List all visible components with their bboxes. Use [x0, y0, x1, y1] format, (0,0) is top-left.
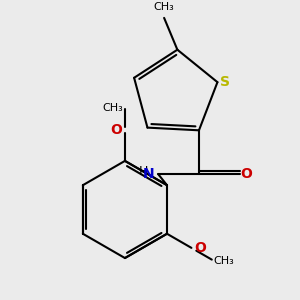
Text: CH₃: CH₃ [154, 2, 175, 12]
Text: O: O [110, 123, 122, 137]
Text: H: H [139, 165, 148, 178]
Text: CH₃: CH₃ [103, 103, 123, 112]
Text: O: O [241, 167, 253, 181]
Text: O: O [195, 241, 206, 255]
Text: S: S [220, 75, 230, 89]
Text: N: N [142, 167, 154, 181]
Text: CH₃: CH₃ [213, 256, 234, 266]
